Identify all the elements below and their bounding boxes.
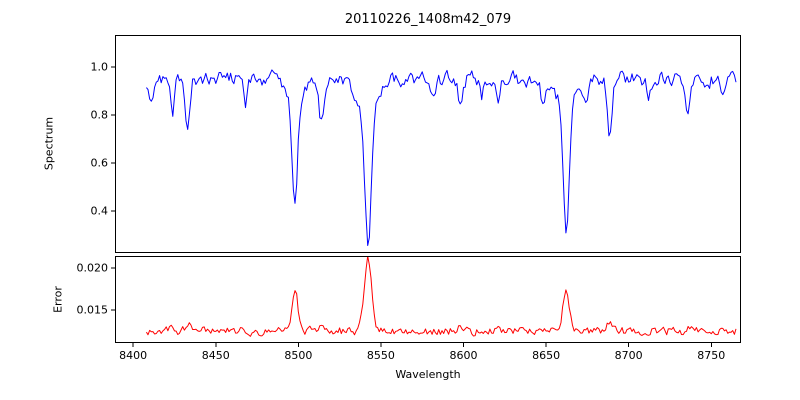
svg-text:0.4: 0.4 <box>91 204 109 217</box>
svg-text:0.020: 0.020 <box>77 261 109 274</box>
spectrum-y-axis-label: Spectrum <box>42 116 56 171</box>
spectrum-series-line <box>146 69 737 247</box>
svg-text:1.0: 1.0 <box>91 60 109 73</box>
axes-frames <box>115 35 741 343</box>
svg-text:0.6: 0.6 <box>91 156 109 169</box>
svg-text:8650: 8650 <box>532 349 560 362</box>
error-y-ticks: 0.015 0.020 <box>77 261 115 317</box>
svg-text:8750: 8750 <box>697 349 725 362</box>
svg-text:8400: 8400 <box>119 349 147 362</box>
x-axis-ticks: 8400 8450 8500 8550 8600 8650 8700 8750 <box>119 343 725 362</box>
chart-title: 20110226_1408m42_079 <box>344 12 512 27</box>
svg-text:8500: 8500 <box>284 349 312 362</box>
error-series-line <box>145 257 737 337</box>
svg-text:8550: 8550 <box>367 349 395 362</box>
svg-text:0.8: 0.8 <box>91 108 109 121</box>
svg-text:0.015: 0.015 <box>77 304 109 317</box>
svg-text:8700: 8700 <box>615 349 643 362</box>
svg-text:8600: 8600 <box>450 349 478 362</box>
spectrum-y-ticks: 0.4 0.6 0.8 1.0 <box>91 60 115 217</box>
x-axis-label: Wavelength <box>395 368 461 381</box>
error-y-axis-label: Error <box>51 286 65 313</box>
svg-text:8450: 8450 <box>202 349 230 362</box>
